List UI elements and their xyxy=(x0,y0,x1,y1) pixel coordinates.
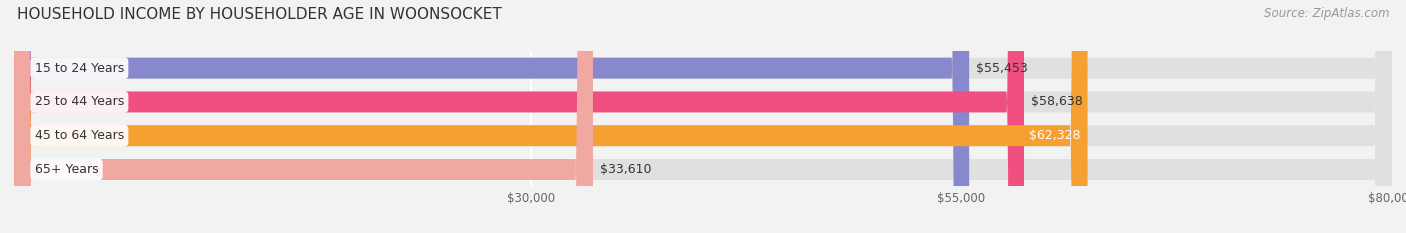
FancyBboxPatch shape xyxy=(14,0,1024,233)
Text: 15 to 24 Years: 15 to 24 Years xyxy=(35,62,124,75)
FancyBboxPatch shape xyxy=(14,0,1392,233)
Text: $33,610: $33,610 xyxy=(600,163,651,176)
Text: HOUSEHOLD INCOME BY HOUSEHOLDER AGE IN WOONSOCKET: HOUSEHOLD INCOME BY HOUSEHOLDER AGE IN W… xyxy=(17,7,502,22)
FancyBboxPatch shape xyxy=(14,0,1392,233)
Text: $62,328: $62,328 xyxy=(1029,129,1081,142)
Text: Source: ZipAtlas.com: Source: ZipAtlas.com xyxy=(1264,7,1389,20)
FancyBboxPatch shape xyxy=(14,0,1392,233)
FancyBboxPatch shape xyxy=(14,0,1088,233)
Text: $55,453: $55,453 xyxy=(976,62,1028,75)
Text: 45 to 64 Years: 45 to 64 Years xyxy=(35,129,124,142)
FancyBboxPatch shape xyxy=(14,0,1392,233)
FancyBboxPatch shape xyxy=(14,0,593,233)
FancyBboxPatch shape xyxy=(14,0,969,233)
Text: 65+ Years: 65+ Years xyxy=(35,163,98,176)
Text: $58,638: $58,638 xyxy=(1031,96,1083,108)
Text: 25 to 44 Years: 25 to 44 Years xyxy=(35,96,124,108)
